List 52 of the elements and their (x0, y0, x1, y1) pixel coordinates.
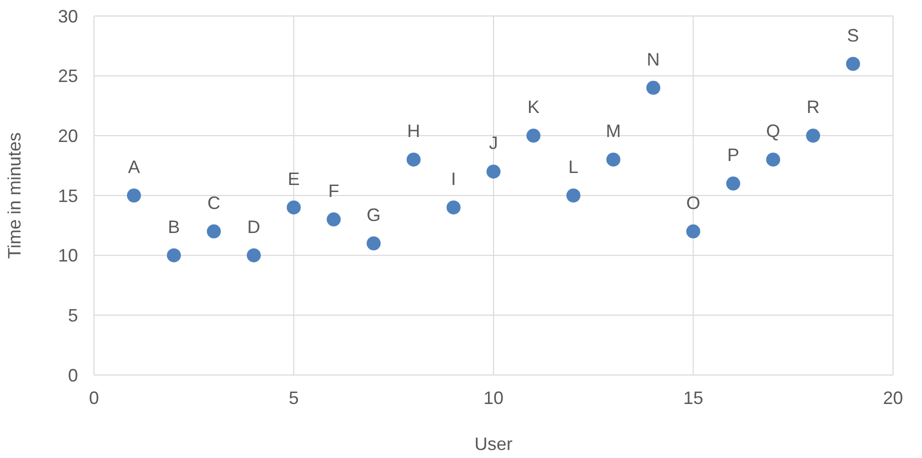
y-tick-label: 25 (58, 66, 78, 86)
point (566, 188, 580, 202)
point (286, 200, 301, 214)
y-tick-label: 30 (58, 6, 78, 26)
data-label: Q (766, 121, 780, 142)
data-label: L (568, 156, 578, 177)
y-tick-label: 20 (58, 126, 78, 146)
x-tick-label: 0 (88, 388, 100, 408)
point (606, 152, 620, 167)
y-tick-label: 0 (68, 365, 78, 386)
x-tick-label: 15 (683, 388, 704, 408)
y-axis-title: Time in minutes (4, 132, 24, 259)
data-label: R (806, 97, 820, 118)
data-label: P (727, 145, 740, 166)
point (766, 152, 780, 167)
x-tick-label: 10 (483, 388, 504, 408)
point (246, 248, 261, 262)
data-label: I (451, 168, 456, 189)
point (646, 80, 660, 95)
data-label: E (288, 168, 300, 189)
data-label: F (328, 180, 340, 201)
point (806, 128, 820, 143)
point (726, 176, 740, 191)
x-tick-label: 5 (288, 388, 299, 408)
y-tick-label: 15 (58, 186, 78, 206)
data-label: H (407, 121, 420, 142)
y-tick-label: 5 (68, 306, 78, 326)
data-label: M (606, 121, 621, 142)
point (846, 56, 860, 71)
point (406, 152, 421, 167)
y-tick-label: 10 (58, 246, 78, 266)
point (206, 224, 221, 238)
data-label: C (207, 192, 220, 213)
point (166, 248, 181, 262)
x-tick-label: 20 (882, 388, 904, 408)
data-label: G (366, 204, 381, 225)
point (446, 200, 461, 214)
point (486, 164, 500, 179)
data-label: D (247, 216, 260, 237)
point (366, 236, 381, 250)
data-label: B (168, 216, 180, 237)
data-label: J (489, 133, 498, 154)
data-label: K (527, 97, 540, 118)
x-axis-title: User (474, 434, 513, 454)
data-label: O (686, 192, 700, 213)
point (686, 224, 700, 238)
point (326, 212, 341, 226)
data-label: A (128, 156, 140, 177)
data-label: S (847, 25, 860, 46)
data-label: N (646, 49, 660, 70)
point (126, 188, 141, 202)
point (526, 128, 540, 143)
